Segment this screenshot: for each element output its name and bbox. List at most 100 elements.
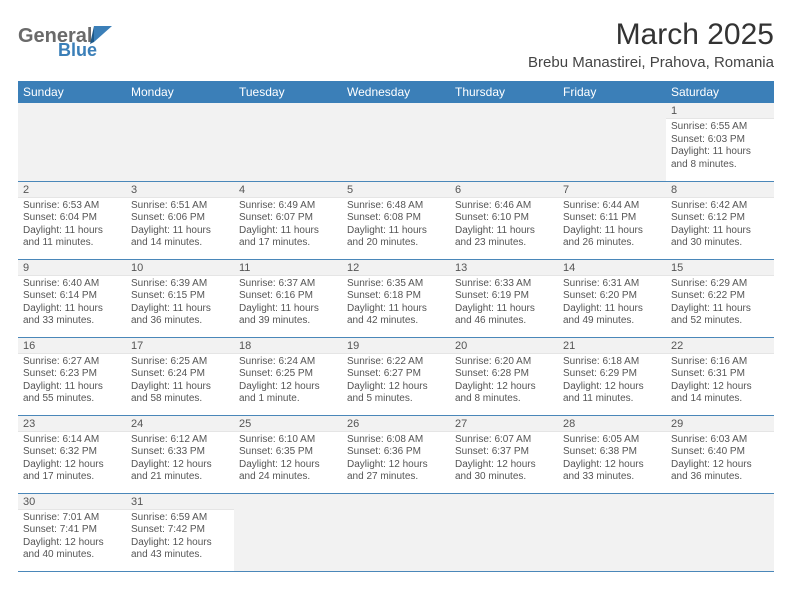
sunrise-text: Sunrise: 6:29 AM xyxy=(671,278,769,291)
daylight-line1: Daylight: 11 hours xyxy=(671,225,769,238)
daylight-line1: Daylight: 11 hours xyxy=(23,303,121,316)
day-number: 19 xyxy=(342,338,450,354)
sunrise-text: Sunrise: 6:12 AM xyxy=(131,434,229,447)
daylight-line2: and 49 minutes. xyxy=(563,315,661,328)
daylight-line2: and 40 minutes. xyxy=(23,549,121,562)
daylight-line2: and 33 minutes. xyxy=(563,471,661,484)
calendar-day-cell: 24Sunrise: 6:12 AMSunset: 6:33 PMDayligh… xyxy=(126,415,234,493)
weekday-header: Friday xyxy=(558,81,666,103)
daylight-line2: and 24 minutes. xyxy=(239,471,337,484)
day-number: 31 xyxy=(126,494,234,510)
calendar-week-row: 16Sunrise: 6:27 AMSunset: 6:23 PMDayligh… xyxy=(18,337,774,415)
calendar-day-cell: 25Sunrise: 6:10 AMSunset: 6:35 PMDayligh… xyxy=(234,415,342,493)
day-number: 14 xyxy=(558,260,666,276)
calendar-week-row: 9 Sunrise: 6:40 AMSunset: 6:14 PMDaylight… xyxy=(18,259,774,337)
daylight-line1: Daylight: 11 hours xyxy=(23,225,121,238)
day-number: 13 xyxy=(450,260,558,276)
day-number: 11 xyxy=(234,260,342,276)
daylight-line1: Daylight: 12 hours xyxy=(455,459,553,472)
daylight-line1: Daylight: 12 hours xyxy=(563,381,661,394)
sunrise-text: Sunrise: 6:03 AM xyxy=(671,434,769,447)
calendar-day-cell: 14 Sunrise: 6:31 AMSunset: 6:20 PMDayligh… xyxy=(558,259,666,337)
calendar-day-cell: 21Sunrise: 6:18 AMSunset: 6:29 PMDayligh… xyxy=(558,337,666,415)
day-info: Sunrise: 6:44 AMSunset: 6:11 PMDaylight:… xyxy=(563,200,661,250)
day-info: Sunrise: 6:33 AMSunset: 6:19 PMDaylight:… xyxy=(455,278,553,328)
daylight-line1: Daylight: 12 hours xyxy=(131,537,229,550)
weekday-header: Saturday xyxy=(666,81,774,103)
sunset-text: Sunset: 6:40 PM xyxy=(671,446,769,459)
calendar-empty-cell xyxy=(558,103,666,181)
sunrise-text: Sunrise: 6:51 AM xyxy=(131,200,229,213)
day-info: Sunrise: 6:35 AMSunset: 6:18 PMDaylight:… xyxy=(347,278,445,328)
weekday-header: Tuesday xyxy=(234,81,342,103)
sunrise-text: Sunrise: 6:10 AM xyxy=(239,434,337,447)
calendar-day-cell: 30Sunrise: 7:01 AMSunset: 7:41 PMDayligh… xyxy=(18,493,126,571)
calendar-day-cell: 26Sunrise: 6:08 AMSunset: 6:36 PMDayligh… xyxy=(342,415,450,493)
daylight-line2: and 30 minutes. xyxy=(671,237,769,250)
calendar-header-row: SundayMondayTuesdayWednesdayThursdayFrid… xyxy=(18,81,774,103)
day-number: 1 xyxy=(666,103,774,119)
calendar-empty-cell xyxy=(342,493,450,571)
calendar-day-cell: 12Sunrise: 6:35 AMSunset: 6:18 PMDayligh… xyxy=(342,259,450,337)
sunset-text: Sunset: 6:10 PM xyxy=(455,212,553,225)
daylight-line2: and 43 minutes. xyxy=(131,549,229,562)
day-info: Sunrise: 6:20 AMSunset: 6:28 PMDaylight:… xyxy=(455,356,553,406)
sunrise-text: Sunrise: 6:55 AM xyxy=(671,121,769,134)
calendar-week-row: 1Sunrise: 6:55 AMSunset: 6:03 PMDaylight… xyxy=(18,103,774,181)
calendar-week-row: 2Sunrise: 6:53 AMSunset: 6:04 PMDaylight… xyxy=(18,181,774,259)
calendar-empty-cell xyxy=(666,493,774,571)
daylight-line1: Daylight: 11 hours xyxy=(239,225,337,238)
calendar-day-cell: 2Sunrise: 6:53 AMSunset: 6:04 PMDaylight… xyxy=(18,181,126,259)
sunrise-text: Sunrise: 6:59 AM xyxy=(131,512,229,525)
day-info: Sunrise: 6:39 AMSunset: 6:15 PMDaylight:… xyxy=(131,278,229,328)
daylight-line1: Daylight: 11 hours xyxy=(23,381,121,394)
title-block: March 2025 Brebu Manastirei, Prahova, Ro… xyxy=(528,18,774,71)
daylight-line2: and 11 minutes. xyxy=(563,393,661,406)
daylight-line1: Daylight: 12 hours xyxy=(455,381,553,394)
calendar-empty-cell xyxy=(450,103,558,181)
calendar-week-row: 30Sunrise: 7:01 AMSunset: 7:41 PMDayligh… xyxy=(18,493,774,571)
sunrise-text: Sunrise: 6:25 AM xyxy=(131,356,229,369)
day-info: Sunrise: 6:46 AMSunset: 6:10 PMDaylight:… xyxy=(455,200,553,250)
daylight-line2: and 21 minutes. xyxy=(131,471,229,484)
sunset-text: Sunset: 6:37 PM xyxy=(455,446,553,459)
calendar-empty-cell xyxy=(342,103,450,181)
sunset-text: Sunset: 6:07 PM xyxy=(239,212,337,225)
sunrise-text: Sunrise: 6:24 AM xyxy=(239,356,337,369)
day-number: 18 xyxy=(234,338,342,354)
calendar-week-row: 23Sunrise: 6:14 AMSunset: 6:32 PMDayligh… xyxy=(18,415,774,493)
sunrise-text: Sunrise: 6:42 AM xyxy=(671,200,769,213)
daylight-line2: and 23 minutes. xyxy=(455,237,553,250)
daylight-line2: and 39 minutes. xyxy=(239,315,337,328)
day-info: Sunrise: 6:48 AMSunset: 6:08 PMDaylight:… xyxy=(347,200,445,250)
calendar-day-cell: 18 Sunrise: 6:24 AMSunset: 6:25 PMDayligh… xyxy=(234,337,342,415)
day-info: Sunrise: 6:49 AMSunset: 6:07 PMDaylight:… xyxy=(239,200,337,250)
daylight-line2: and 5 minutes. xyxy=(347,393,445,406)
sunrise-text: Sunrise: 6:40 AM xyxy=(23,278,121,291)
sunrise-text: Sunrise: 7:01 AM xyxy=(23,512,121,525)
daylight-line1: Daylight: 12 hours xyxy=(239,381,337,394)
calendar-day-cell: 3Sunrise: 6:51 AMSunset: 6:06 PMDaylight… xyxy=(126,181,234,259)
sunset-text: Sunset: 6:27 PM xyxy=(347,368,445,381)
calendar-day-cell: 17Sunrise: 6:25 AMSunset: 6:24 PMDayligh… xyxy=(126,337,234,415)
month-title: March 2025 xyxy=(528,18,774,52)
day-number: 9 xyxy=(18,260,126,276)
day-number: 25 xyxy=(234,416,342,432)
page-header: General Blue March 2025 Brebu Manastirei… xyxy=(18,18,774,71)
daylight-line1: Daylight: 11 hours xyxy=(671,146,769,159)
day-number: 28 xyxy=(558,416,666,432)
calendar-day-cell: 11Sunrise: 6:37 AMSunset: 6:16 PMDayligh… xyxy=(234,259,342,337)
daylight-line1: Daylight: 11 hours xyxy=(455,225,553,238)
sunset-text: Sunset: 6:14 PM xyxy=(23,290,121,303)
sunset-text: Sunset: 6:18 PM xyxy=(347,290,445,303)
sunset-text: Sunset: 6:15 PM xyxy=(131,290,229,303)
sunrise-text: Sunrise: 6:14 AM xyxy=(23,434,121,447)
sunset-text: Sunset: 6:19 PM xyxy=(455,290,553,303)
sunrise-text: Sunrise: 6:05 AM xyxy=(563,434,661,447)
day-info: Sunrise: 6:31 AMSunset: 6:20 PMDaylight:… xyxy=(563,278,661,328)
daylight-line1: Daylight: 12 hours xyxy=(131,459,229,472)
daylight-line2: and 26 minutes. xyxy=(563,237,661,250)
day-info: Sunrise: 6:24 AMSunset: 6:25 PMDaylight:… xyxy=(239,356,337,406)
sunset-text: Sunset: 6:29 PM xyxy=(563,368,661,381)
daylight-line2: and 11 minutes. xyxy=(23,237,121,250)
